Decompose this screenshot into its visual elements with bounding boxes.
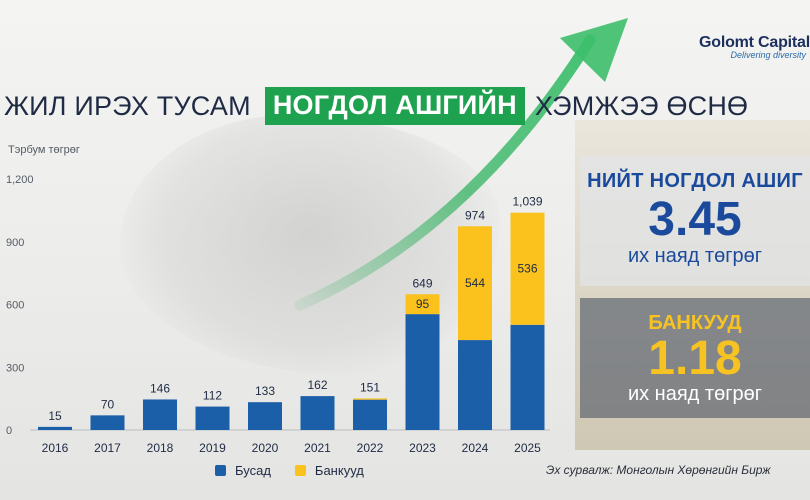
bar-other xyxy=(353,399,387,430)
total-data-label: 151 xyxy=(360,380,380,394)
banks-dividend-unit: их наяд төгрөг xyxy=(627,383,763,405)
bar-banks xyxy=(458,226,492,341)
total-data-label: 133 xyxy=(255,384,275,398)
total-data-label: 974 xyxy=(465,208,485,222)
legend-item-banks: Банкууд xyxy=(294,463,364,478)
bar-banks xyxy=(353,398,387,400)
banks-data-label: 536 xyxy=(517,262,537,276)
bar-banks xyxy=(510,212,545,325)
y-tick-label: 300 xyxy=(6,362,24,374)
bar-banks xyxy=(405,294,440,315)
total-data-label: 112 xyxy=(203,389,222,403)
legend-swatch-other xyxy=(215,465,226,476)
banks-dividend-title: БАНКУУД xyxy=(648,312,742,334)
headline-highlight: НОГДОЛ АШГИЙН xyxy=(264,87,525,125)
y-tick-label: 900 xyxy=(6,237,24,249)
bar-other xyxy=(38,426,72,430)
x-tick-label: 2021 xyxy=(304,441,331,455)
total-data-label: 1,039 xyxy=(512,195,542,209)
headline-part1: ЖИЛ ИРЭХ ТУСАМ xyxy=(4,90,251,121)
legend-item-other: Бусад xyxy=(215,463,271,478)
bar-other xyxy=(300,396,335,430)
total-data-label: 70 xyxy=(101,397,115,411)
banks-dividend-value: 1.18 xyxy=(648,332,742,385)
x-tick-label: 2020 xyxy=(252,441,279,455)
total-data-label: 649 xyxy=(412,276,432,290)
chart-legend: Бусад Банкууд xyxy=(215,463,388,478)
bar-other xyxy=(248,402,282,430)
legend-swatch-banks xyxy=(294,465,306,476)
dividend-bar-chart: 0 300 600 900 1,200 15 2016 70 2017 146 2018 112 201… xyxy=(6,174,550,455)
total-data-label: 146 xyxy=(150,381,170,395)
legend-label-banks: Банкууд xyxy=(314,463,364,478)
legend-label-other: Бусад xyxy=(235,463,271,478)
banks-data-label: 544 xyxy=(465,276,485,290)
logo-tagline: Delivering diversity xyxy=(730,50,806,60)
x-tick-label: 2023 xyxy=(409,441,436,455)
y-tick-label: 1,200 xyxy=(6,174,34,186)
total-dividend-unit: их наяд төгрөг xyxy=(627,245,763,267)
banks-dividend-panel: БАНКУУД 1.18 их наяд төгрөг xyxy=(580,298,810,418)
bar-other xyxy=(90,415,125,430)
bar-other xyxy=(195,406,230,430)
y-tick-label: 0 xyxy=(6,425,12,437)
x-tick-label: 2024 xyxy=(462,441,489,455)
headline-part2: ХЭМЖЭЭ ӨСНӨ xyxy=(534,90,749,121)
bar-other xyxy=(143,399,177,430)
x-tick-label: 2018 xyxy=(147,441,174,455)
y-tick-label: 600 xyxy=(6,300,24,312)
bar-other xyxy=(405,314,440,430)
bar-other xyxy=(510,324,545,430)
x-tick-label: 2019 xyxy=(199,441,226,455)
total-dividend-title: НИЙТ НОГДОЛ АШИГ xyxy=(587,170,803,192)
x-tick-label: 2025 xyxy=(514,441,541,455)
company-logo: Golomt Capital Delivering diversity xyxy=(660,34,810,60)
source-note: Эх сурвалж: Монголын Хөрөнгийн Бирж xyxy=(546,463,771,477)
banks-data-label: 95 xyxy=(416,297,430,311)
total-dividend-value: 3.45 xyxy=(648,193,742,246)
total-dividend-panel: НИЙТ НОГДОЛ АШИГ 3.45 их наяд төгрөг xyxy=(580,156,810,286)
headline: ЖИЛ ИРЭХ ТУСАМ НОГДОЛ АШГИЙН ХЭМЖЭЭ ӨСНӨ xyxy=(4,86,748,126)
x-tick-label: 2022 xyxy=(357,441,384,455)
total-data-label: 15 xyxy=(48,409,62,423)
x-tick-label: 2017 xyxy=(94,441,121,455)
x-tick-label: 2016 xyxy=(42,441,69,455)
y-axis-unit-label: Тэрбум төгрөг xyxy=(8,144,80,156)
total-data-label: 162 xyxy=(307,378,327,392)
logo-name: Golomt Capital xyxy=(699,34,810,51)
bar-other xyxy=(458,340,492,430)
